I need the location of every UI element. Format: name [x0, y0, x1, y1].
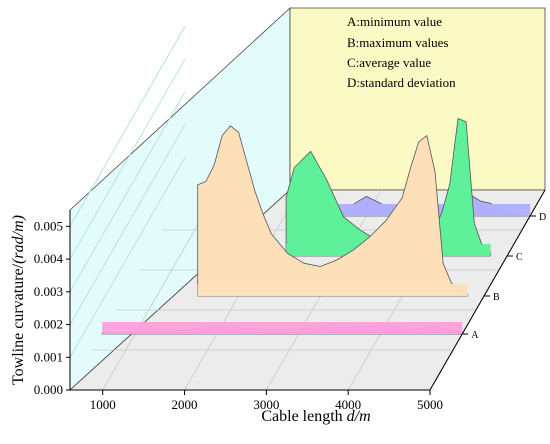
series-letter-b: B — [493, 292, 500, 303]
y-tick-label: 0.003 — [34, 284, 63, 299]
x-tick-label: 3000 — [253, 397, 279, 412]
y-tick-label: 0.002 — [34, 317, 63, 332]
series-area-b — [197, 125, 469, 297]
x-tick-label: 2000 — [172, 397, 198, 412]
x-tick-label: 4000 — [335, 397, 361, 412]
wall-grid-line — [69, 124, 186, 325]
legend: A:minimum value B:maximum values C:avera… — [347, 14, 456, 90]
y-axis-title-unit: (rad/m) — [10, 215, 27, 264]
x-tick-label: 5000 — [417, 397, 443, 412]
y-axis-title: Towline curvature/(rad/m) — [10, 215, 27, 385]
legend-item-d: D:standard deviation — [347, 75, 456, 90]
legend-item-a: A:minimum value — [347, 14, 442, 29]
x-axis-title: Cable length d/m — [261, 408, 370, 425]
y-tick-label: 0.000 — [34, 382, 63, 397]
wall-grid-line — [69, 157, 186, 358]
y-tick-label: 0.005 — [34, 218, 63, 233]
wall-grid-line — [69, 91, 186, 293]
y-tick-label: 0.001 — [34, 349, 63, 364]
series-letter-d: D — [539, 212, 546, 223]
series-letter-c: C — [516, 252, 523, 263]
depth-axis-line — [429, 189, 546, 391]
x-ticks: 1000 2000 3000 4000 5000 — [90, 390, 443, 412]
legend-item-b: B:maximum values — [347, 35, 448, 50]
series-base-b — [197, 284, 468, 296]
wall-grid-line — [69, 58, 186, 260]
left-wall-grid — [69, 26, 186, 358]
y-ticks: 0.000 0.001 0.002 0.003 0.004 0.005 — [34, 218, 70, 397]
y-axis-title-text: Towline curvature/ — [10, 263, 27, 385]
x-axis-title-unit: d/m — [347, 408, 371, 425]
x-tick-label: 1000 — [90, 397, 116, 412]
series-letter-a: A — [471, 330, 479, 341]
depth-ticks: A B C D — [462, 212, 546, 341]
x-axis-title-text: Cable length — [261, 408, 346, 425]
series-areas — [101, 118, 531, 335]
wall-grid-line — [69, 26, 186, 227]
series-base-a — [102, 322, 463, 334]
y-tick-label: 0.004 — [34, 251, 64, 266]
legend-item-c: C:average value — [347, 55, 431, 70]
